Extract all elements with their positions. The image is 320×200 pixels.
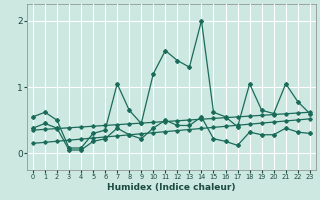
X-axis label: Humidex (Indice chaleur): Humidex (Indice chaleur) bbox=[107, 183, 236, 192]
